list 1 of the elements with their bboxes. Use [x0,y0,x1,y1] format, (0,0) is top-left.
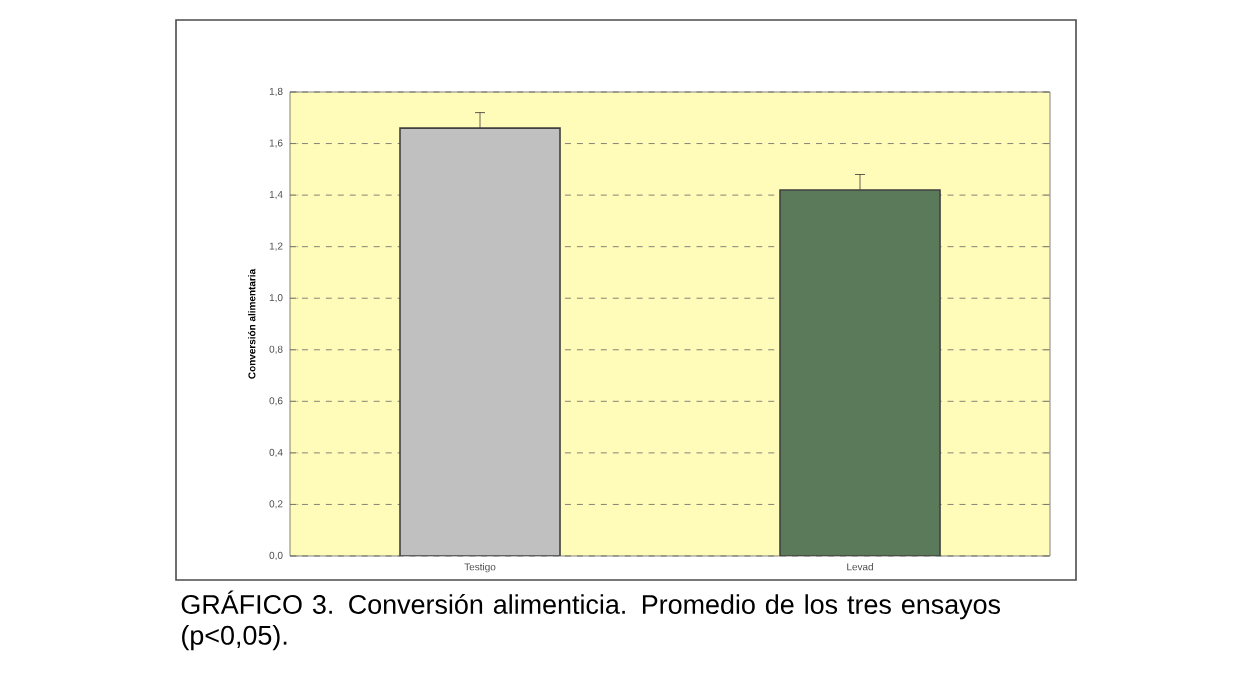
text: GRÁFICO 3. Conversión alimenticia. Promedio de los tres ensayos (p<0,05). [181,590,1001,651]
